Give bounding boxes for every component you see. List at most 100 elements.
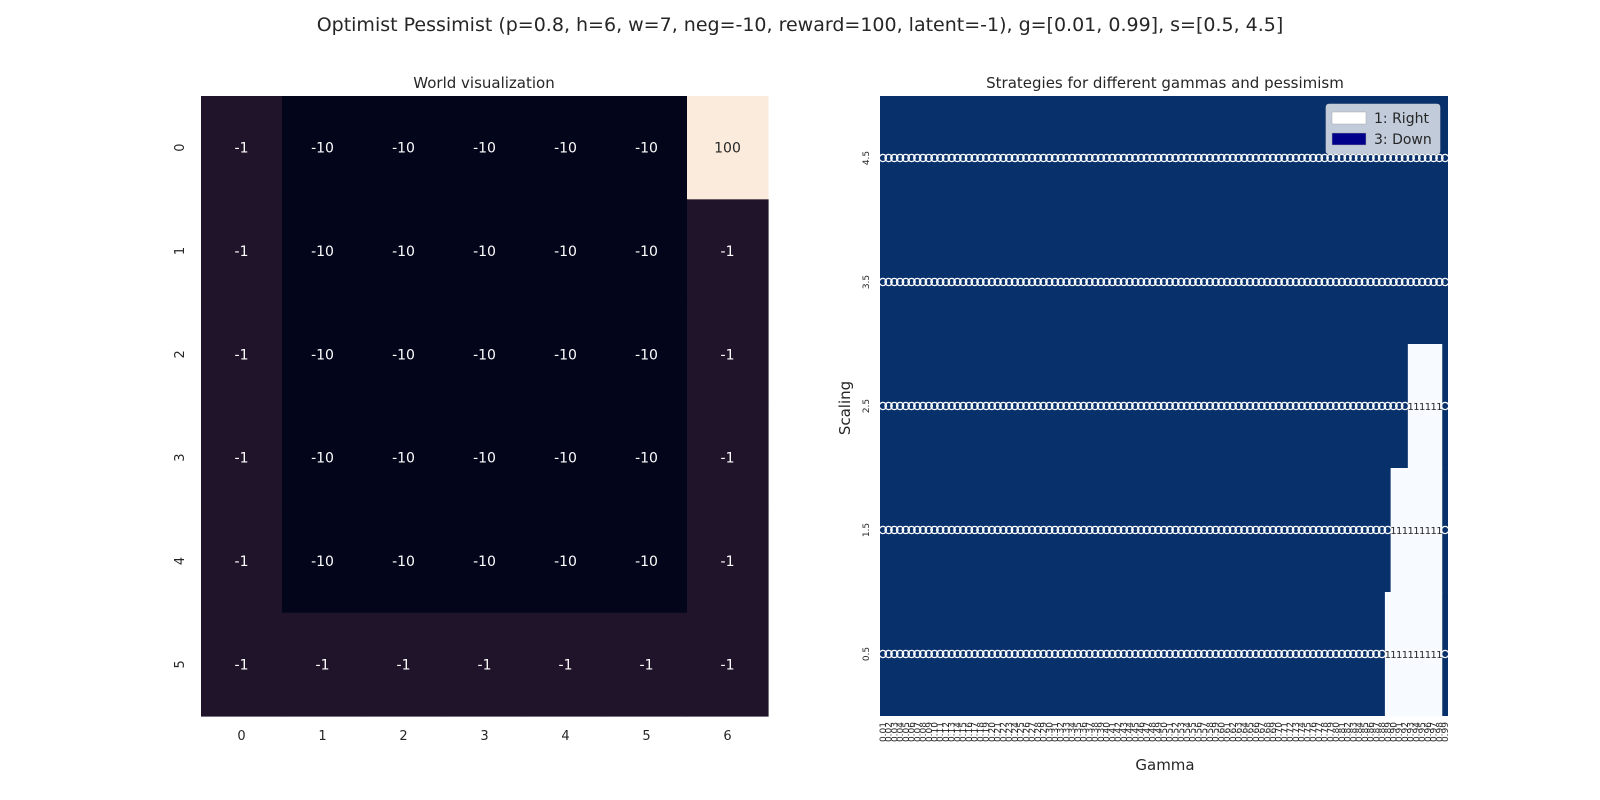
strategy-annotation-mark	[1222, 649, 1232, 659]
strategy-annotation-mark	[1406, 277, 1415, 287]
strategy-annotation-mark	[878, 277, 888, 287]
world-cell	[282, 96, 364, 200]
gamma-tick: 0.91	[1395, 722, 1405, 742]
strategy-annotation-mark	[1222, 277, 1232, 287]
strategy-annotation-mark	[1119, 277, 1129, 287]
gamma-tick: 0.52	[1171, 722, 1181, 742]
strategy-annotation-mark	[1205, 153, 1215, 163]
strategy-annotation-mark	[1280, 277, 1289, 287]
strategy-annotation-mark	[1165, 401, 1174, 411]
world-cell	[525, 199, 607, 304]
strategy-annotation-mark	[1090, 401, 1100, 411]
strategy-annotation-mark	[1366, 649, 1375, 659]
strategy-annotation-mark	[1234, 649, 1243, 659]
strategy-annotation-mark	[1234, 153, 1243, 163]
strategy-annotation-mark	[913, 153, 922, 163]
gamma-tick: 0.71	[1280, 722, 1290, 742]
strategy-annotation-mark	[1056, 649, 1065, 659]
strategy-annotation-mark	[1056, 401, 1065, 411]
world-cell-label: 100	[714, 141, 741, 157]
gamma-tick: 0.43	[1120, 722, 1130, 742]
strategy-annotation-mark	[1211, 401, 1220, 411]
world-cell	[444, 96, 526, 200]
strategy-annotation-mark	[1050, 153, 1060, 163]
strategy-annotation-mark	[1400, 401, 1410, 411]
gamma-tick: 0.07	[913, 722, 923, 742]
strategy-annotation-mark	[1171, 401, 1180, 411]
strategy-annotation-mark	[1159, 277, 1169, 287]
strategy-annotation-mark	[1096, 153, 1106, 163]
world-y-tick: 4	[173, 557, 188, 565]
world-x-tick: 2	[399, 729, 407, 744]
world-y-tick: 3	[173, 454, 188, 462]
strategy-annotation-mark	[930, 401, 939, 411]
gamma-tick: 0.17	[971, 722, 981, 742]
strategy-annotation-mark	[1291, 649, 1301, 659]
strategy-annotation-mark	[1297, 277, 1306, 287]
strategy-annotation-mark	[1349, 649, 1358, 659]
strategy-annotation-mark	[1010, 153, 1020, 163]
strategy-annotation-mark	[1205, 649, 1215, 659]
strategy-annotation-mark	[1245, 153, 1255, 163]
strategy-annotation-mark	[1354, 277, 1364, 287]
strategy-annotation-mark	[1010, 401, 1020, 411]
strategy-annotation: 1	[1436, 526, 1442, 537]
strategy-annotation-mark	[970, 277, 979, 287]
gamma-tick: 0.26	[1022, 722, 1032, 742]
gamma-tick: 0.82	[1344, 722, 1354, 742]
gamma-tick: 0.80	[1332, 722, 1342, 742]
gamma-tick: 0.41	[1108, 722, 1118, 742]
strategy-annotation-mark	[1033, 277, 1043, 287]
strategy-annotation-mark	[1245, 277, 1255, 287]
world-cell-label: -10	[554, 451, 577, 467]
strategy-annotation: 1	[1413, 402, 1419, 413]
strategy-annotation-mark	[981, 649, 991, 659]
strategy-annotation-mark	[1429, 277, 1438, 287]
legend-label: 1: Right	[1374, 111, 1429, 127]
scaling-tick: 0.5	[862, 647, 872, 661]
strategy-annotation-mark	[1027, 525, 1037, 535]
strategy-annotation-mark	[1154, 401, 1163, 411]
strategy-annotation-mark	[1240, 153, 1249, 163]
strategy-annotation-mark	[1360, 153, 1370, 163]
gamma-tick: 0.96	[1424, 722, 1434, 742]
strategy-annotation-mark	[987, 525, 997, 535]
strategy-annotation-mark	[1297, 649, 1306, 659]
strategy-annotation-mark	[964, 649, 974, 659]
strategy-annotation-mark	[1199, 277, 1209, 287]
gamma-tick: 0.88	[1378, 722, 1388, 742]
strategy-annotation-mark	[1240, 649, 1249, 659]
strategy-annotation-mark	[1067, 525, 1077, 535]
strategy-annotation-mark	[1016, 277, 1025, 287]
strategy-annotation-mark	[1085, 277, 1094, 287]
strategy-annotation-mark	[1343, 649, 1352, 659]
strategy-annotation-mark	[1257, 153, 1266, 163]
world-cell-label: -1	[397, 657, 411, 673]
gamma-tick: 0.55	[1189, 722, 1199, 742]
strategy-annotation-mark	[1205, 525, 1215, 535]
world-cell-label: -10	[635, 554, 658, 570]
strategy-annotation: 1	[1390, 650, 1396, 661]
strategy-annotation-mark	[1263, 525, 1272, 535]
gamma-tick: 0.28	[1034, 722, 1044, 742]
strategy-annotation-mark	[1027, 401, 1037, 411]
strategy-annotation: 1	[1396, 526, 1402, 537]
strategy-annotation-mark	[1176, 401, 1186, 411]
strategy-annotation-mark	[1354, 401, 1364, 411]
strategy-annotation-mark	[958, 525, 968, 535]
gamma-tick: 0.70	[1275, 722, 1285, 742]
gamma-tick: 0.47	[1143, 722, 1153, 742]
gamma-tick: 0.66	[1252, 722, 1262, 742]
strategy-annotation-mark	[947, 649, 956, 659]
world-cell-label: -1	[721, 244, 735, 260]
strategy-annotation-mark	[1142, 525, 1152, 535]
world-y-tick: 2	[173, 350, 188, 358]
strategy-annotation-mark	[1377, 649, 1387, 659]
strategy-annotation-mark	[924, 277, 934, 287]
strategy-annotation: 1	[1425, 526, 1431, 537]
strategy-annotation-mark	[1045, 153, 1054, 163]
strategy-annotation-mark	[1354, 525, 1364, 535]
strategy-right-region	[1384, 592, 1443, 717]
world-cell	[363, 199, 445, 304]
strategy-annotation-mark	[1004, 277, 1014, 287]
